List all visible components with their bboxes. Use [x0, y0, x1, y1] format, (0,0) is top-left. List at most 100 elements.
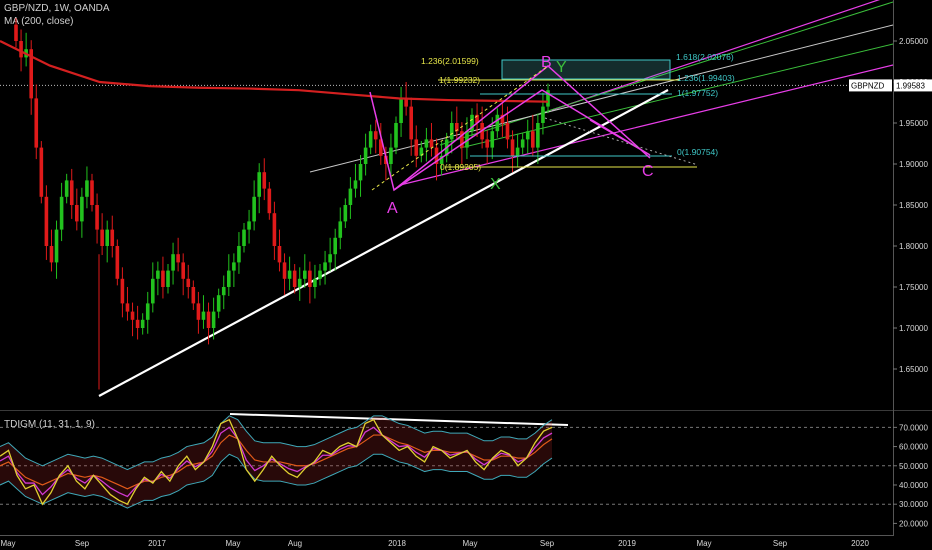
indicator-tick-label: 30.0000	[899, 500, 928, 509]
candle-body	[520, 139, 525, 148]
candle-body	[389, 147, 393, 164]
candle-body	[191, 287, 196, 304]
indicator-tick-label: 20.0000	[899, 519, 928, 528]
candle-body	[404, 98, 408, 107]
point-label-x: X	[490, 176, 501, 193]
candle-body	[100, 229, 104, 246]
candle-body	[105, 229, 109, 246]
current-price-tag-bg	[894, 79, 932, 92]
indicator-price-line	[0, 418, 553, 506]
fib-label: 1(1.97752)	[677, 88, 718, 98]
candle-body	[292, 270, 297, 287]
candle-body	[151, 278, 155, 304]
candle-body	[247, 221, 251, 230]
candle-body	[49, 246, 54, 263]
candle-body	[80, 196, 84, 222]
candle-body	[211, 311, 216, 328]
candle-body	[54, 229, 59, 263]
time-axis-label: Sep	[540, 539, 555, 548]
candle-body	[485, 139, 489, 148]
fib-label: 0(1.90754)	[677, 147, 718, 157]
point-label-b: B	[541, 54, 552, 71]
upper-channel-line	[551, 0, 881, 111]
candle-body	[510, 139, 515, 156]
candle-body	[267, 188, 272, 214]
candle-body	[140, 319, 145, 328]
candle-body	[196, 303, 201, 320]
candle-body	[232, 262, 236, 271]
candle-body	[373, 131, 378, 140]
pattern-dash	[544, 117, 699, 166]
pattern-line	[369, 89, 651, 192]
time-axis-label: May	[696, 539, 711, 548]
candle-body	[449, 123, 454, 140]
candle-body	[115, 246, 120, 279]
candle-body	[414, 139, 419, 156]
indicator-tick-label: 60.0000	[899, 443, 928, 452]
candle-body	[19, 41, 23, 58]
candle-body	[495, 114, 500, 132]
current-price-tag: 1.99583	[896, 81, 925, 90]
candle-body	[69, 180, 74, 205]
chart-title: GBP/NZD, 1W, OANDA	[4, 3, 110, 14]
candle-body	[490, 131, 495, 148]
indicator-upper-band	[0, 415, 553, 471]
candle-body	[277, 246, 282, 263]
indicator-legend: TDIGM (11, 31, 1, 9)	[4, 419, 95, 430]
fib-label: 1.236(1.99403)	[677, 73, 735, 83]
candle-body	[323, 262, 327, 271]
candle-body	[338, 221, 343, 238]
price-tick-label: 1.90000	[899, 160, 928, 169]
candle-body	[525, 131, 530, 140]
candle-body	[429, 139, 434, 148]
green-channel-line-2	[459, 43, 894, 149]
time-axis-label: 2020	[851, 539, 869, 548]
candle-body	[206, 311, 211, 328]
candle-body	[201, 311, 206, 320]
candle-body	[120, 278, 125, 304]
symbol-tag-bg	[849, 79, 892, 92]
time-axis-label: 2019	[618, 539, 636, 548]
candle-body	[282, 262, 287, 279]
candle-body	[44, 196, 49, 246]
candle-body	[399, 98, 403, 123]
candle-body	[541, 106, 545, 123]
fib-label: 1.236(2.01599)	[421, 56, 479, 66]
candle-body	[59, 196, 64, 230]
candle-body	[455, 123, 459, 132]
candle-body	[353, 180, 358, 189]
candle-body	[257, 172, 261, 197]
candle-body	[95, 205, 99, 230]
candle-body	[110, 229, 115, 246]
fib-label: 1.618(2.02076)	[676, 52, 734, 62]
indicator-tick-label: 50.0000	[899, 462, 928, 471]
candle-body	[409, 106, 413, 140]
candle-body	[531, 131, 535, 148]
price-tick-label: 1.70000	[899, 324, 928, 333]
candle-body	[262, 172, 267, 189]
candle-body	[176, 254, 180, 263]
price-tick-label: 1.85000	[899, 201, 928, 210]
pattern-line	[393, 65, 651, 191]
candle-body	[161, 270, 165, 287]
candle-body	[186, 278, 191, 287]
candle-body	[145, 303, 150, 320]
candle-body	[343, 205, 348, 222]
main-trendline	[98, 89, 669, 397]
candle-body	[363, 147, 368, 164]
time-axis-label: Sep	[773, 539, 788, 548]
point-label-c: C	[642, 163, 654, 180]
time-axis-label: May	[462, 539, 477, 548]
time-axis-label: 2017	[148, 539, 166, 548]
point-label-a: A	[387, 200, 398, 217]
point-label-y: Y	[556, 59, 567, 76]
candle-body	[308, 270, 312, 287]
candle-body	[318, 270, 322, 279]
candle-body	[171, 254, 175, 271]
candle-body	[272, 213, 277, 246]
candle-body	[536, 123, 540, 148]
candle-body	[75, 205, 79, 222]
candle-body	[546, 90, 550, 107]
candle-body	[297, 278, 302, 287]
